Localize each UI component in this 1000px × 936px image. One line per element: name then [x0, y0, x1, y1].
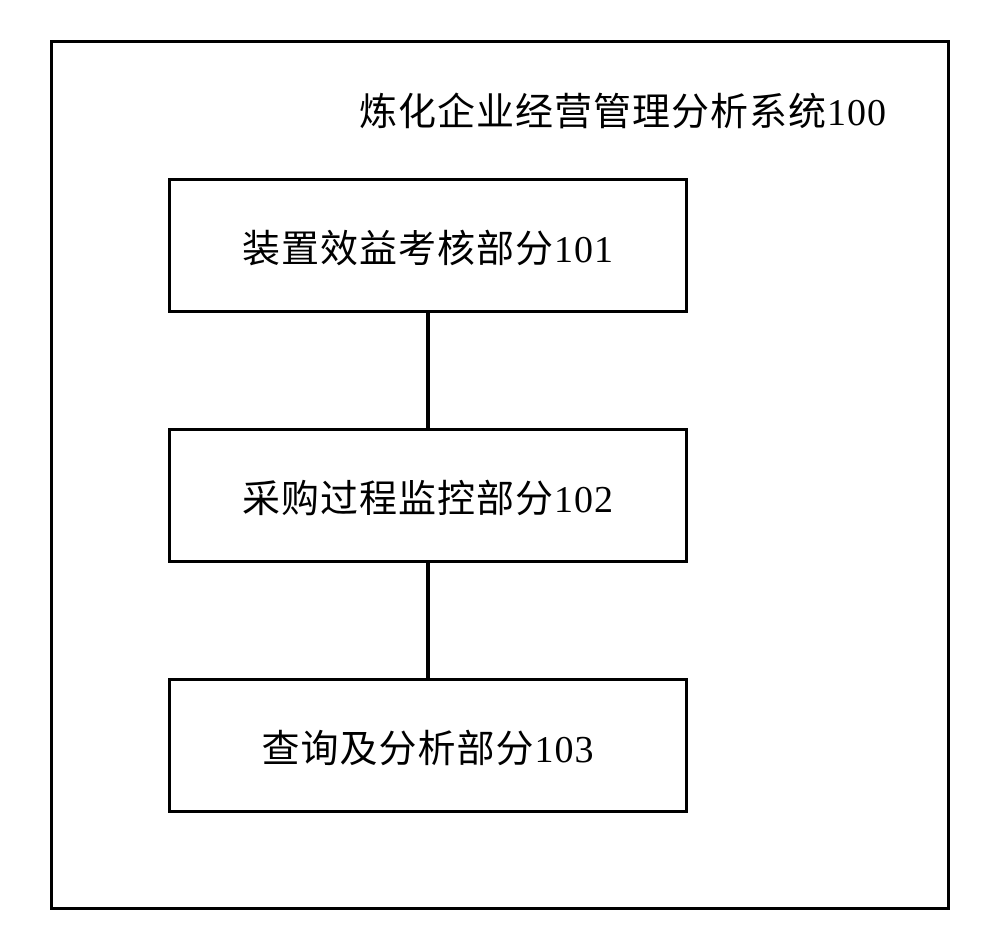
- diagram-title: 炼化企业经营管理分析系统100: [359, 81, 887, 136]
- edge-101-102: [426, 313, 430, 428]
- node-103: 查询及分析部分103: [168, 678, 688, 813]
- node-label: 采购过程监控部分102: [242, 468, 614, 523]
- edge-102-103: [426, 563, 430, 678]
- node-102: 采购过程监控部分102: [168, 428, 688, 563]
- node-label: 查询及分析部分103: [261, 718, 594, 773]
- node-101: 装置效益考核部分101: [168, 178, 688, 313]
- diagram-frame: 炼化企业经营管理分析系统100 装置效益考核部分101 采购过程监控部分102 …: [50, 40, 950, 910]
- node-label: 装置效益考核部分101: [242, 218, 614, 273]
